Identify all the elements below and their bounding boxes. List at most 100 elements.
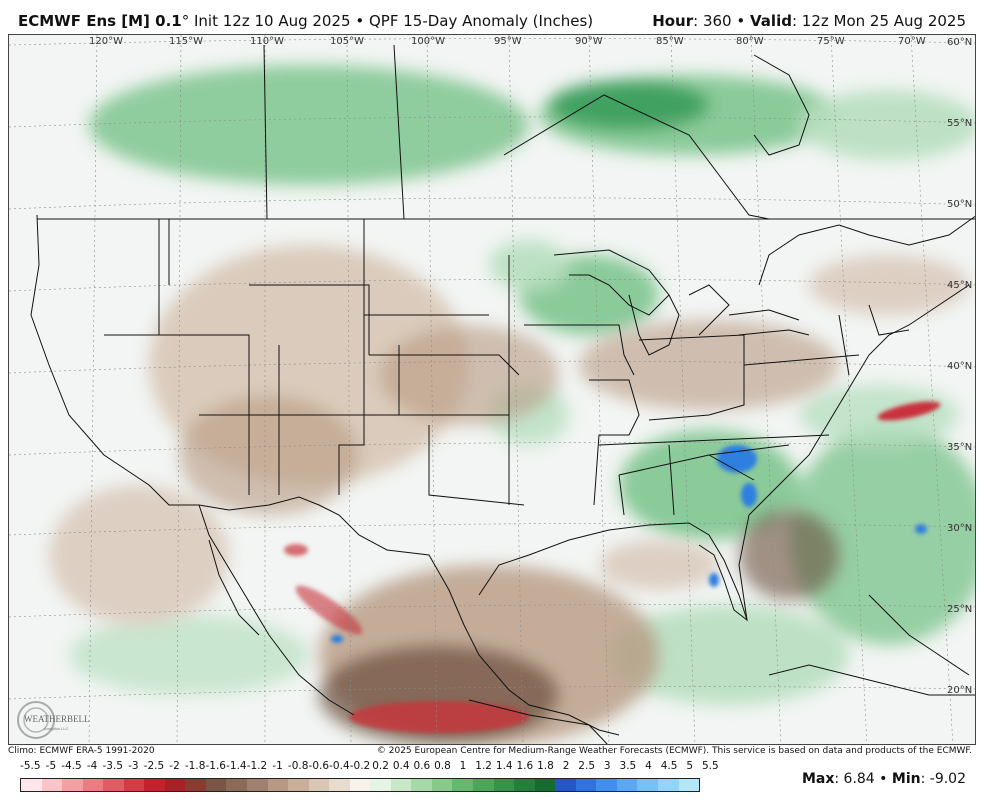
colorbar-tick-label: 3.5 <box>619 760 637 772</box>
min-value: -9.02 <box>929 771 966 787</box>
extreme-anomaly-spots <box>284 401 941 733</box>
coastline-and-borders <box>30 44 975 744</box>
colorbar-swatch <box>185 779 206 791</box>
colorbar-tick-label: 0.4 <box>392 760 410 772</box>
colorbar-tick-label: 1.6 <box>516 760 534 772</box>
colorbar-swatch <box>390 779 412 791</box>
colorbar-tick-label: -0.6 <box>308 760 330 772</box>
colorbar-swatch <box>329 779 350 791</box>
colorbar-tick-label: 1.4 <box>495 760 513 772</box>
colorbar-swatch <box>473 779 494 791</box>
colorbar-swatch <box>370 779 391 791</box>
lat-label-60n: 60°N <box>947 37 972 48</box>
colorbar-tick-label: 2 <box>562 760 570 772</box>
colorbar-tick-label: -1.2 <box>246 760 268 772</box>
colorbar-tick-label: 0.8 <box>434 760 451 772</box>
lon-label-120w: 120°W <box>89 36 123 47</box>
colorbar-tick-label: 1 <box>459 760 467 772</box>
colorbar-swatch <box>596 779 617 791</box>
weatherbell-logo: WEATHERBELL Analytics LLC <box>14 696 98 742</box>
colorbar-tick-label: -2 <box>169 760 180 772</box>
graticule <box>9 35 975 744</box>
colorbar-swatch <box>288 779 309 791</box>
colorbar-swatch <box>62 779 83 791</box>
lat-label-40n: 40°N <box>947 361 972 372</box>
colorbar-swatch <box>205 779 227 791</box>
colorbar-tick-label: -3 <box>128 760 139 772</box>
colorbar-tick-label: 4 <box>645 760 652 772</box>
hour-label: Hour <box>652 12 694 30</box>
valid-label: Valid <box>750 12 792 30</box>
lon-label-80w: 80°W <box>736 36 764 47</box>
colorbar-tick-label: -0.8 <box>287 760 309 772</box>
product-name: QPF 15-Day Anomaly (Inches) <box>368 12 594 30</box>
colorbar-tick-label: -4.5 <box>61 760 82 772</box>
colorbar-swatch <box>103 779 124 791</box>
max-min-stats: Max: 6.84 • Min: -9.02 <box>801 771 966 787</box>
precipitation-anomaly-map: 120°W 115°W 110°W 105°W 100°W 95°W 90°W … <box>8 34 976 745</box>
max-label: Max <box>801 771 835 787</box>
colorbar-tick-label: 5.5 <box>701 760 719 772</box>
latitude-labels: 60°N 55°N 50°N 45°N 40°N 35°N 30°N 25°N … <box>947 37 972 696</box>
colorbar-swatch <box>267 779 289 791</box>
colorbar-swatch <box>493 779 515 791</box>
colorbar-tick-label: 4.5 <box>660 760 678 772</box>
map-title: ECMWF Ens [M] 0.1° Init 12z 10 Aug 2025 … <box>18 12 593 30</box>
valid-value: 12z Mon 25 Aug 2025 <box>801 12 966 30</box>
colorbar-swatch <box>21 779 42 791</box>
colorbar-swatch <box>555 779 576 791</box>
lon-label-90w: 90°W <box>575 36 603 47</box>
colorbar-swatch <box>452 779 474 791</box>
colorbar-swatch <box>226 779 248 791</box>
colorbar-tick-label: -1.4 <box>226 760 247 772</box>
colorbar-swatch <box>616 779 638 791</box>
climo-note: Climo: ECMWF ERA-5 1991-2020 <box>8 746 155 756</box>
colorbar-swatch <box>144 779 165 791</box>
colorbar-tick-label: -0.4 <box>329 760 350 772</box>
colorbar-labels: -5.5 -5 -4.5 -4 -3.5 -3 -2.5 -2 -1.8 -1.6 -1.4 -1.2… <box>20 760 719 776</box>
lat-label-55n: 55°N <box>947 118 972 129</box>
lat-label-35n: 35°N <box>947 442 972 453</box>
colorbar-swatch <box>41 779 63 791</box>
lon-label-115w: 115°W <box>169 36 203 47</box>
colorbar-tick-label: -1 <box>272 760 283 772</box>
lat-label-30n: 30°N <box>947 523 972 534</box>
lon-label-95w: 95°W <box>494 36 522 47</box>
colorbar-swatch <box>247 779 268 791</box>
colorbar-swatch <box>514 779 535 791</box>
colorbar-swatch <box>164 779 186 791</box>
colorbar-tick-label: 0.6 <box>413 760 431 772</box>
valid-bullet: • <box>736 12 746 30</box>
lon-label-100w: 100°W <box>411 36 445 47</box>
colorbar-tick-label: 1.2 <box>475 760 492 772</box>
max-value: 6.84 <box>843 771 875 787</box>
colorbar-swatch <box>123 779 145 791</box>
min-label: Min <box>891 771 921 787</box>
lon-label-105w: 105°W <box>330 36 364 47</box>
colorbar-swatch <box>431 779 453 791</box>
model-name: ECMWF Ens [M] 0.1 <box>18 12 182 30</box>
colorbar-tick-label: 1.8 <box>537 760 554 772</box>
colorbar-bar <box>20 778 700 792</box>
colorbar-tick-label: -3.5 <box>102 760 123 772</box>
colorbar-tick-label: -2.5 <box>143 760 165 772</box>
colorbar-tick-label: -5.5 <box>20 760 41 772</box>
hour-value: 360 <box>702 12 732 30</box>
dry-anomaly-areas <box>49 245 969 744</box>
colorbar-tick-label: 2.5 <box>578 760 596 772</box>
colorbar-swatch <box>308 779 330 791</box>
init-time: Init 12z 10 Aug 2025 <box>194 12 351 30</box>
colorbar-tick-label: 5 <box>686 760 694 772</box>
copyright-note: © 2025 European Centre for Medium-Range … <box>376 746 972 756</box>
colorbar-tick-label: 3 <box>603 760 611 772</box>
degree-symbol: ° <box>181 12 190 30</box>
lat-label-25n: 25°N <box>947 604 972 615</box>
lon-label-110w: 110°W <box>250 36 284 47</box>
colorbar-swatch <box>349 779 371 791</box>
colorbar-swatch <box>678 779 700 791</box>
map-canvas: 120°W 115°W 110°W 105°W 100°W 95°W 90°W … <box>9 35 975 744</box>
title-bullet: • <box>355 12 365 30</box>
stats-bullet: • <box>879 771 888 787</box>
lon-label-85w: 85°W <box>656 36 684 47</box>
lon-label-75w: 75°W <box>817 36 845 47</box>
